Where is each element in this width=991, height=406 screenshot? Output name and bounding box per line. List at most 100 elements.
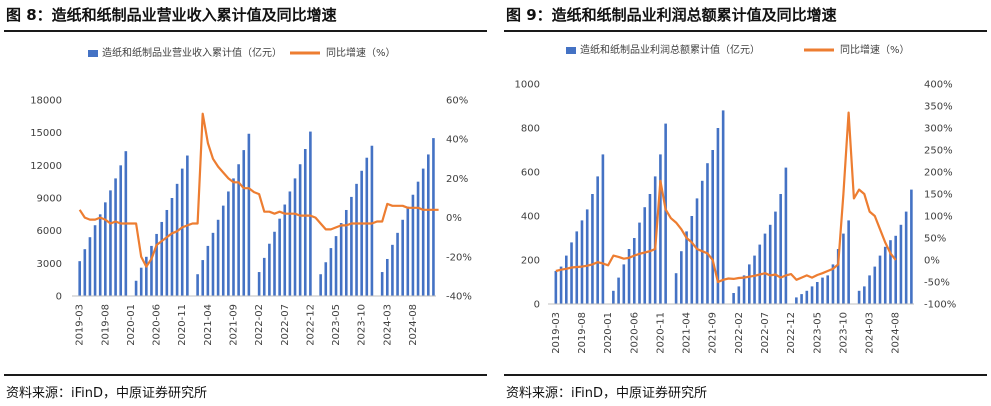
x-axis-tick: 2022-07 <box>280 304 291 346</box>
x-axis-tick: 2020-01 <box>126 304 137 346</box>
bar <box>638 222 641 304</box>
right-axis-tick: 40% <box>446 135 468 146</box>
right-axis-tick: 100% <box>924 212 953 223</box>
bar <box>303 149 307 296</box>
left-axis-tick: 15000 <box>30 128 62 139</box>
bar <box>774 211 777 304</box>
bar <box>904 211 908 304</box>
bar <box>617 277 620 304</box>
bar <box>763 233 767 304</box>
x-axis-tick: 2023-10 <box>357 304 368 346</box>
x-axis-tick: 2022-02 <box>254 304 265 346</box>
bar <box>319 274 322 296</box>
bar <box>273 231 276 296</box>
figure-9-title: 图 9：造纸和纸制品业利润总额累计值及同比增速 <box>506 4 837 25</box>
bar <box>268 243 271 296</box>
bar <box>83 249 87 296</box>
figure-9-panel: 图 9：造纸和纸制品业利润总额累计值及同比增速 造纸和纸制品业利润总额累计值（亿… <box>504 0 987 406</box>
bar <box>160 221 164 296</box>
right-axis-tick: -20% <box>446 252 472 263</box>
bar <box>119 165 123 296</box>
bar <box>690 216 694 304</box>
figure-9-source: 资料来源：iFinD，中原证券研究所 <box>506 386 708 401</box>
bar <box>406 206 410 296</box>
figure-8-label: 图 8： <box>6 6 52 24</box>
bar <box>805 290 809 304</box>
x-axis-tick: 2024-08 <box>408 304 419 346</box>
bar <box>836 249 840 304</box>
figure-8-panel: 图 8：造纸和纸制品业营业收入累计值及同比增速 造纸和纸制品业营业收入累计值（亿… <box>4 0 487 406</box>
bar <box>232 178 235 296</box>
figure-8-title-text: 造纸和纸制品业营业收入累计值及同比增速 <box>51 6 337 24</box>
figure-8-title: 图 8：造纸和纸制品业营业收入累计值及同比增速 <box>6 4 337 25</box>
bar <box>401 219 404 296</box>
bar <box>826 275 830 304</box>
legend-line-label: 同比增速（%） <box>326 46 396 59</box>
x-axis-tick: 2020-11 <box>177 304 188 346</box>
left-axis-tick: 12000 <box>30 161 62 172</box>
bar <box>350 196 353 296</box>
bar <box>98 214 102 296</box>
figure-9-top-rule <box>504 30 987 32</box>
x-axis-tick: 2019-03 <box>75 304 86 346</box>
bar <box>612 290 615 304</box>
bar <box>88 237 92 296</box>
legend-bar-swatch <box>88 50 98 57</box>
bar <box>114 178 117 296</box>
x-axis-tick: 2019-03 <box>551 312 562 354</box>
bar <box>355 183 358 296</box>
x-axis-tick: 2020-01 <box>603 312 614 354</box>
bar <box>257 272 261 296</box>
bar <box>831 264 835 304</box>
bar <box>145 256 148 296</box>
bar <box>380 272 384 296</box>
bar <box>700 180 704 304</box>
bar <box>288 191 292 296</box>
bar <box>596 176 599 304</box>
bar <box>78 261 81 296</box>
left-axis-tick: 18000 <box>30 96 62 107</box>
figure-8-source: 资料来源：iFinD，中原证券研究所 <box>6 386 208 401</box>
bar <box>732 293 735 304</box>
right-axis-tick: 0% <box>446 213 462 224</box>
x-axis-tick: 2020-06 <box>152 304 163 346</box>
bar <box>201 260 205 296</box>
bar <box>221 205 225 296</box>
growth-line <box>555 111 897 284</box>
bar <box>784 167 788 304</box>
bar <box>742 275 746 304</box>
right-axis-tick: 200% <box>924 168 953 179</box>
right-axis-tick: 50% <box>924 234 946 245</box>
bar <box>432 138 435 296</box>
bar <box>779 194 782 304</box>
legend-bar-swatch <box>566 47 576 54</box>
x-axis-tick: 2019-08 <box>577 312 588 354</box>
bar <box>385 258 389 296</box>
bar <box>894 235 897 304</box>
bar <box>242 150 246 296</box>
bar <box>139 267 143 296</box>
right-axis-tick: 150% <box>924 190 953 201</box>
growth-line <box>78 112 439 268</box>
bar <box>643 207 647 304</box>
bar <box>878 255 882 304</box>
bar <box>716 128 720 304</box>
figure-8-bottom-rule <box>4 374 487 376</box>
x-axis-tick: 2020-06 <box>629 312 640 354</box>
bar <box>391 244 394 296</box>
right-axis-tick: -50% <box>924 278 950 289</box>
right-axis-tick: 0% <box>924 256 940 267</box>
x-axis-tick: 2021-04 <box>682 312 693 354</box>
bar <box>360 170 363 296</box>
bar <box>632 238 636 304</box>
bar <box>298 164 302 296</box>
bar <box>737 286 741 304</box>
bar <box>627 249 631 304</box>
bar <box>899 224 903 304</box>
bar <box>706 163 709 304</box>
bar <box>93 225 97 296</box>
bar <box>847 220 850 304</box>
bar <box>150 245 153 296</box>
bar <box>329 248 333 296</box>
left-axis-tick: 9000 <box>37 194 62 205</box>
